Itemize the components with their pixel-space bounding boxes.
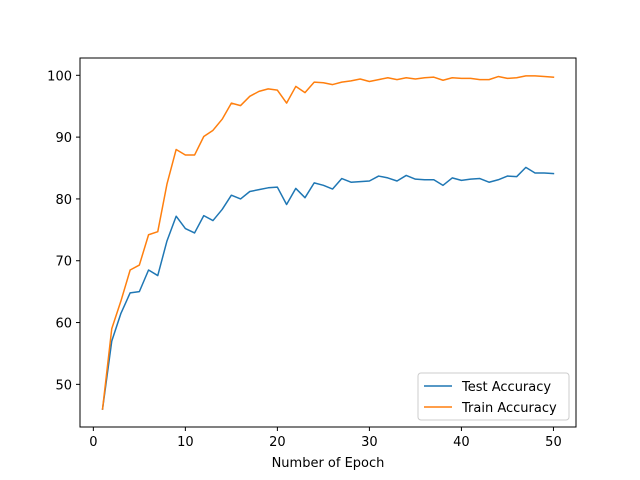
legend-box <box>417 372 570 421</box>
x-tick-label: 0 <box>89 435 97 450</box>
y-ticks: 50 60 70 80 90 100 <box>47 69 80 393</box>
x-axis-label: Number of Epoch <box>272 456 385 471</box>
legend: Test Accuracy Train Accuracy <box>417 372 570 421</box>
series-points-train-accuracy <box>102 75 554 410</box>
lines-layer <box>101 75 555 410</box>
x-tick-label: 50 <box>545 435 562 450</box>
x-ticks: 0 10 20 30 40 50 <box>89 427 562 450</box>
axes-frame <box>79 57 577 428</box>
series-points-test-accuracy <box>102 167 554 410</box>
series-line-test-accuracy <box>101 166 555 410</box>
x-tick-label: 30 <box>361 435 378 450</box>
series-line-train-accuracy <box>101 75 555 410</box>
y-tick-label: 50 <box>55 378 72 393</box>
y-tick-label: 90 <box>55 131 72 146</box>
x-tick-label: 20 <box>269 435 286 450</box>
y-tick-label: 80 <box>55 193 72 208</box>
legend-label-test-accuracy: Test Accuracy <box>461 380 551 395</box>
legend-label-train-accuracy: Train Accuracy <box>461 401 557 416</box>
y-tick-label: 100 <box>47 69 72 84</box>
y-tick-label: 60 <box>55 317 72 332</box>
x-tick-label: 10 <box>177 435 194 450</box>
x-tick-label: 40 <box>453 435 470 450</box>
y-tick-label: 70 <box>55 255 72 270</box>
